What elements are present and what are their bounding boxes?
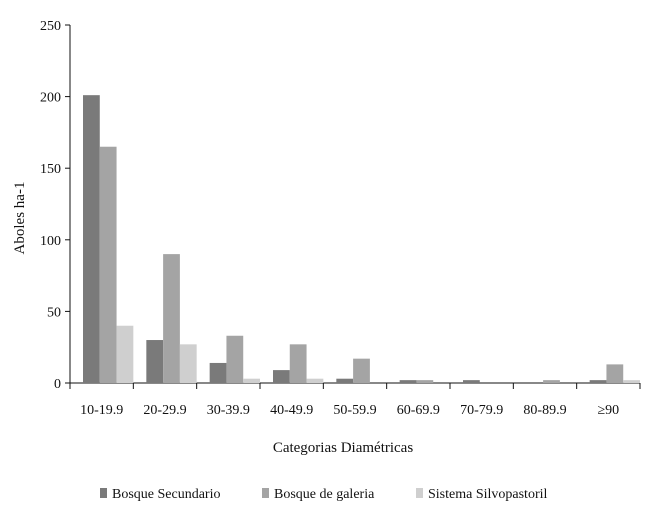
bar-bosque-secundario-40-49.9 xyxy=(273,370,290,383)
y-tick-label: 100 xyxy=(40,234,61,249)
bar-bosque-de-galeria-30-39.9 xyxy=(226,335,244,383)
legend: Bosque Secundario Bosque de galeria Sistem… xyxy=(100,487,548,502)
bar-bosque-de-galeria-80-89.9 xyxy=(543,380,560,383)
bar-sistema-silvopastoril-40-49.9 xyxy=(306,378,324,383)
y-tick-label: 250 xyxy=(40,19,61,34)
x-tick-label: 30-39.9 xyxy=(207,403,250,418)
x-tick-label: 70-79.9 xyxy=(460,403,503,418)
x-tick-label: 10-19.9 xyxy=(80,403,123,418)
legend-label: Bosque de galeria xyxy=(274,487,375,502)
bar-sistema-silvopastoril-30-39.9 xyxy=(243,378,260,383)
bar-bosque-de-galeria-10-19.9 xyxy=(99,146,117,383)
bar-bosque-secundario-20-29.9 xyxy=(146,340,164,383)
y-tick-label: 50 xyxy=(47,305,61,320)
x-tick-label: 20-29.9 xyxy=(143,403,186,418)
x-axis: 10-19.9 20-29.9 30-39.9 40-49.9 50-59.9 60-69… xyxy=(69,382,641,418)
x-tick-label: 50-59.9 xyxy=(333,403,376,418)
y-tick-label: 0 xyxy=(54,377,61,392)
bar-bosque-de-galeria-20-29.9 xyxy=(163,254,180,383)
bar-bosque-secundario-50-59.9 xyxy=(336,378,354,383)
bars xyxy=(83,95,640,383)
bar-bosque-de-galeria-≥90 xyxy=(606,364,624,383)
bar-bosque-de-galeria-40-49.9 xyxy=(289,344,307,383)
bar-sistema-silvopastoril-≥90 xyxy=(623,380,640,383)
legend-swatch xyxy=(262,488,269,498)
y-tick-label: 200 xyxy=(40,91,61,106)
bar-sistema-silvopastoril-10-19.9 xyxy=(116,325,134,383)
legend-swatch xyxy=(416,488,423,498)
bar-bosque-secundario-30-39.9 xyxy=(209,362,227,383)
y-axis: 0 50 100 150 200 250 xyxy=(40,19,71,392)
bar-bosque-secundario-70-79.9 xyxy=(463,380,480,383)
y-tick-label: 150 xyxy=(40,162,61,177)
x-axis-title: Categorias Diamétricas xyxy=(273,440,414,456)
bar-bosque-de-galeria-50-59.9 xyxy=(353,358,370,383)
y-axis-title: Aboles ha-1 xyxy=(12,182,28,255)
bar-bosque-secundario-60-69.9 xyxy=(399,380,417,383)
bar-sistema-silvopastoril-20-29.9 xyxy=(179,344,197,383)
x-tick-label: 40-49.9 xyxy=(270,403,313,418)
x-tick-label: 60-69.9 xyxy=(397,403,440,418)
bar-bosque-secundario-10-19.9 xyxy=(83,95,100,383)
x-tick-label: 80-89.9 xyxy=(523,403,566,418)
legend-swatch xyxy=(100,488,107,498)
x-tick-label: ≥90 xyxy=(597,403,619,418)
bar-bosque-de-galeria-60-69.9 xyxy=(416,380,434,383)
legend-label: Bosque Secundario xyxy=(112,487,220,502)
bar-bosque-secundario-≥90 xyxy=(589,380,607,383)
legend-label: Sistema Silvopastoril xyxy=(428,487,548,502)
